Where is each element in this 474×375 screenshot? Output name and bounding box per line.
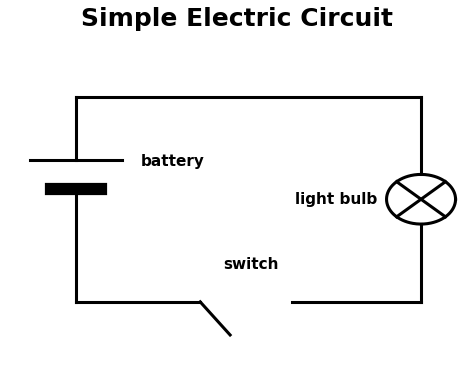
Text: switch: switch [223,257,279,272]
Title: Simple Electric Circuit: Simple Electric Circuit [81,7,393,31]
Text: light bulb: light bulb [295,192,377,207]
Text: battery: battery [140,154,204,169]
